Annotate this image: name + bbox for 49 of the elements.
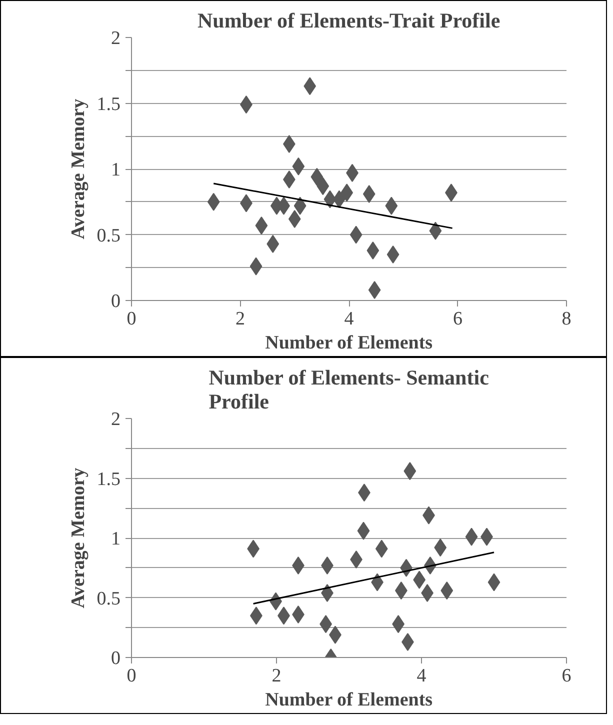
point [255, 216, 268, 235]
point [362, 184, 376, 203]
x-tick-label: 2 [236, 308, 245, 330]
y-tick-label: 1.5 [96, 468, 120, 490]
point [434, 538, 447, 557]
chart-title: Number of Elements- Semantic Profile [208, 366, 489, 414]
x-tick-label: 0 [126, 666, 136, 686]
chart-title: Number of Elements-Trait Profile [197, 8, 500, 32]
x-tick-label: 2 [272, 666, 282, 686]
point [316, 177, 330, 196]
point [488, 573, 500, 592]
point [368, 280, 381, 299]
point [250, 257, 262, 276]
x-tick-label: 6 [453, 308, 462, 330]
y-tick-label: 0 [111, 291, 120, 312]
point [294, 196, 306, 215]
y-tick-label: 0.5 [96, 225, 120, 246]
point [350, 226, 362, 244]
y-tick-label: 0 [111, 648, 120, 669]
point [207, 192, 220, 211]
x-tick-label: 4 [344, 308, 354, 330]
point [429, 222, 442, 240]
y-tick-label: 1 [111, 160, 120, 180]
point [357, 522, 370, 540]
point [310, 168, 324, 186]
point [266, 234, 280, 253]
y-tick-label: 2 [111, 409, 120, 430]
point [375, 540, 388, 558]
x-tick-label: 8 [562, 308, 572, 330]
x-tick-label: 6 [562, 666, 572, 686]
y-axis-title: Average Memory [68, 467, 89, 608]
point [292, 157, 305, 176]
x-tick-label: 0 [126, 308, 136, 330]
x-tick-label: 4 [416, 666, 427, 686]
y-axis-title: Average Memory [68, 98, 89, 240]
y-tick-label: 2 [111, 28, 120, 49]
point [304, 77, 316, 96]
point [366, 242, 380, 260]
x-axis-title: Number of Elements [265, 690, 433, 710]
point [385, 196, 398, 215]
point [440, 582, 454, 600]
x-axis-title: Number of Elements [265, 332, 433, 354]
point [404, 462, 416, 480]
point [386, 245, 400, 264]
y-tick-label: 0.5 [96, 588, 120, 610]
point [288, 210, 301, 228]
y-tick-label: 1 [111, 528, 120, 550]
y-tick-label: 1.5 [96, 94, 120, 115]
point [465, 528, 478, 546]
